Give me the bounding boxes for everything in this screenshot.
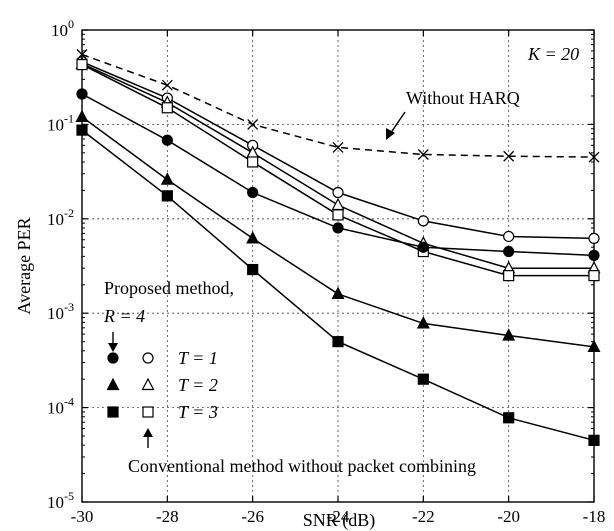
conventional-method-label: Conventional method without packet combi… — [128, 456, 476, 476]
conventional-arrowhead — [143, 428, 153, 437]
data-point — [502, 328, 516, 341]
data-point — [160, 172, 174, 185]
data-point — [417, 215, 429, 227]
data-point — [332, 336, 344, 348]
data-point — [332, 186, 344, 199]
t2-label: T = 2 — [178, 375, 218, 395]
y-tick-label: 10-2 — [47, 206, 74, 229]
x-tick-label: -26 — [241, 507, 264, 526]
data-point — [332, 209, 344, 221]
r-label: R = 4 — [103, 306, 145, 326]
t1-label: T = 1 — [178, 348, 218, 368]
data-point — [76, 59, 88, 71]
y-tick-label: 10-4 — [47, 395, 74, 418]
data-point — [332, 141, 344, 153]
k-label: K = 20 — [527, 44, 579, 64]
legend-marker-proposed — [107, 352, 119, 364]
data-point — [588, 151, 600, 163]
x-tick-label: -24 — [327, 507, 350, 526]
data-point — [247, 156, 259, 168]
data-point — [161, 102, 173, 114]
data-point — [76, 124, 88, 136]
y-tick-label: 100 — [51, 17, 74, 40]
data-point — [416, 316, 430, 329]
series-square-open — [76, 59, 600, 282]
legend-marker-conventional — [142, 406, 154, 418]
x-tick-label: -22 — [412, 507, 435, 526]
data-series — [75, 49, 601, 446]
x-axis-label: SNR (dB) — [303, 510, 376, 531]
data-point — [246, 231, 260, 244]
x-tick-label: -20 — [497, 507, 520, 526]
data-point — [161, 134, 173, 146]
axis-ticks: -30 -28 -26 -24 -22 -20 -1810-510-410-310-210-… — [47, 17, 605, 526]
data-point — [503, 270, 515, 282]
data-point — [588, 249, 600, 261]
series-circle-filled — [76, 88, 600, 261]
y-tick-label: 10-3 — [47, 300, 74, 323]
legend-marker-proposed — [106, 377, 120, 391]
x-tick-label: -30 — [71, 507, 94, 526]
series-x — [76, 49, 600, 163]
legend-marker-conventional — [142, 352, 154, 364]
data-point — [75, 109, 89, 123]
proposed-arrowhead — [108, 343, 118, 352]
without-harq-arrow — [389, 111, 406, 135]
data-point — [417, 149, 429, 160]
data-point — [503, 412, 515, 424]
data-point — [588, 232, 600, 244]
data-point — [76, 88, 88, 100]
series-triangle-filled — [75, 109, 601, 352]
data-point — [161, 79, 173, 91]
data-point — [247, 118, 259, 130]
data-point — [332, 222, 344, 234]
data-point — [587, 339, 601, 352]
data-point — [417, 373, 429, 385]
y-tick-label: 10-1 — [47, 111, 74, 134]
data-point — [503, 230, 515, 243]
data-point — [588, 270, 600, 282]
legend — [106, 352, 155, 418]
proposed-method-label: Proposed method, — [104, 278, 234, 298]
data-point — [588, 434, 600, 446]
legend-marker-conventional — [141, 377, 155, 391]
data-point — [331, 286, 345, 300]
data-point — [503, 245, 515, 258]
x-tick-label: -28 — [156, 507, 179, 526]
annotations: K = 20 Without HARQ Proposed method, R =… — [103, 44, 579, 476]
data-point — [247, 263, 259, 276]
series-square-filled — [76, 124, 600, 446]
data-point — [417, 241, 429, 253]
x-tick-label: -18 — [583, 507, 606, 526]
y-axis-label: Average PER — [14, 217, 34, 314]
without-harq-arrowhead — [386, 128, 395, 140]
data-point — [331, 197, 345, 211]
without-harq-label: Without HARQ — [406, 88, 520, 108]
data-point — [503, 150, 515, 162]
data-point — [161, 190, 173, 202]
data-point — [247, 186, 259, 199]
t3-label: T = 3 — [178, 402, 218, 422]
legend-marker-proposed — [107, 406, 119, 418]
